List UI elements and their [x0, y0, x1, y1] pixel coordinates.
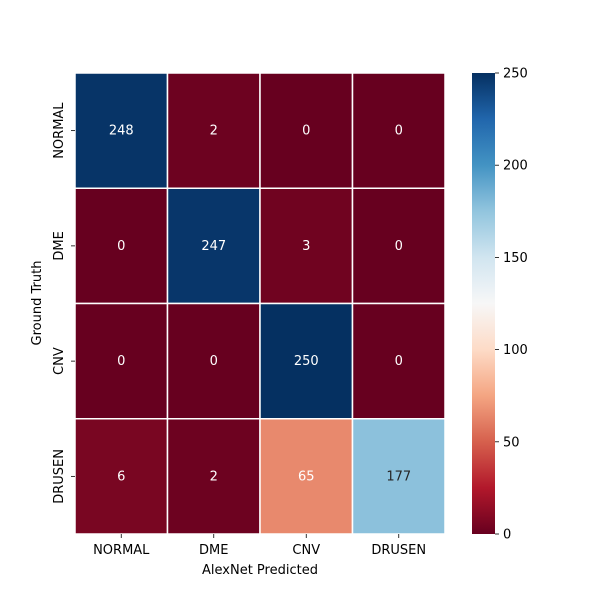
x-tick-label: NORMAL [93, 543, 150, 558]
cell-value-label: 65 [298, 469, 315, 484]
colorbar-ticks: 0 50 100 150 200 250 [495, 67, 528, 543]
colorbar-tick-label: 0 [503, 528, 511, 543]
cell-value-label: 0 [210, 354, 218, 369]
heatmap-cell [259, 72, 354, 189]
colorbar-tick-label: 50 [503, 435, 520, 450]
cell-value-label: 0 [117, 354, 125, 369]
y-tick-label: NORMAL [52, 102, 67, 159]
cell-value-label: 177 [386, 469, 411, 484]
heatmap-cell-labels: 248 2 0 0 0 247 3 0 0 0 250 0 6 2 65 177 [109, 124, 411, 485]
cell-value-label: 0 [395, 239, 403, 254]
cell-value-label: 0 [395, 124, 403, 139]
x-tick-label: DME [199, 543, 228, 558]
colorbar-tick-label: 100 [503, 343, 528, 358]
heatmap-cell [166, 72, 261, 189]
cell-value-label: 250 [294, 354, 319, 369]
heatmap-cell [166, 187, 261, 305]
x-tick-label: DRUSEN [371, 543, 426, 558]
y-axis: NORMAL DME CNV DRUSEN [52, 102, 75, 504]
colorbar-tick-label: 200 [503, 159, 528, 174]
cell-value-label: 0 [302, 124, 310, 139]
heatmap-cell [166, 418, 261, 535]
cell-value-label: 2 [210, 124, 218, 139]
x-axis-label: AlexNet Predicted [202, 563, 318, 578]
cell-value-label: 2 [210, 469, 218, 484]
cell-value-label: 0 [395, 354, 403, 369]
heatmap-cell [351, 72, 446, 189]
heatmap-cell [74, 72, 169, 189]
heatmap-cell [351, 187, 446, 305]
y-axis-label: Ground Truth [30, 261, 45, 346]
colorbar-tick-label: 250 [503, 67, 528, 82]
x-tick-label: CNV [292, 543, 320, 558]
colorbar [472, 73, 495, 534]
x-axis: NORMAL DME CNV DRUSEN [93, 534, 426, 558]
cell-value-label: 6 [117, 469, 125, 484]
cell-value-label: 3 [302, 239, 310, 254]
colorbar-tick-label: 150 [503, 251, 528, 266]
heatmap-cell [351, 302, 446, 420]
y-tick-label: CNV [52, 347, 67, 375]
heatmap-cells [74, 72, 446, 535]
heatmap-cell [166, 302, 261, 420]
cell-value-label: 248 [109, 124, 134, 139]
heatmap-cell [351, 418, 446, 535]
y-tick-label: DME [52, 231, 67, 260]
y-tick-label: DRUSEN [52, 449, 67, 504]
cell-value-label: 247 [201, 239, 226, 254]
cell-value-label: 0 [117, 239, 125, 254]
